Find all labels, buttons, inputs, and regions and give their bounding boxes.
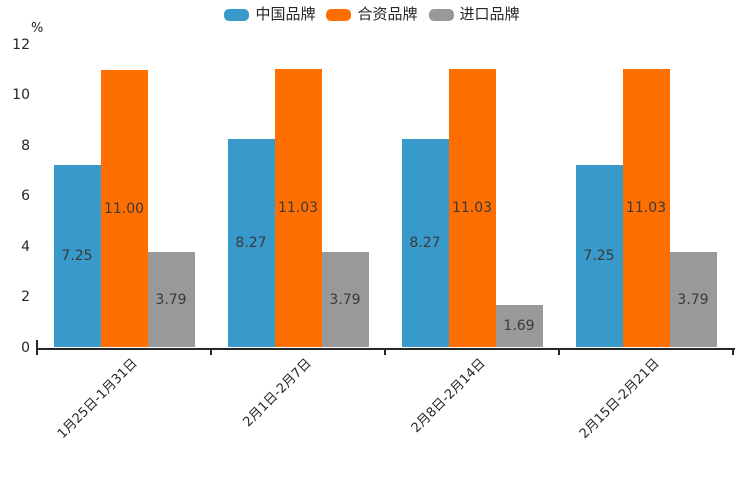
legend-item-import-brand: 进口品牌 <box>428 5 520 23</box>
x-axis-origin-tick <box>36 339 38 348</box>
x-axis-tick <box>384 349 386 355</box>
bar-series1-group2 <box>227 139 275 348</box>
bar-series1-group3 <box>401 139 449 348</box>
bar-series3-group4 <box>669 251 717 348</box>
bar-series2-group3 <box>448 69 496 348</box>
bar-value-label: 3.79 <box>155 291 187 308</box>
bar-value-label: 1.69 <box>503 318 535 335</box>
x-axis-category-label: 2月8日-2月14日 <box>408 355 489 436</box>
bar-value-label: 11.03 <box>451 200 493 217</box>
legend-label-import-brand: 进口品牌 <box>459 5 520 23</box>
bar-value-label: 7.25 <box>583 248 615 265</box>
y-tick-label: 6 <box>21 188 30 205</box>
bar-series2-group1 <box>100 70 148 348</box>
bar-value-label: 7.25 <box>61 248 93 265</box>
bar-series2-group4 <box>622 69 670 348</box>
y-tick-label: 4 <box>21 238 30 255</box>
bar-series1-group4 <box>575 164 623 348</box>
bar-series3-group1 <box>147 251 195 348</box>
x-axis-line <box>36 347 735 350</box>
legend-item-china-brand: 中国品牌 <box>224 7 315 22</box>
bar-value-label: 11.00 <box>103 200 145 217</box>
x-axis-tick <box>210 349 212 355</box>
x-axis-category-label: 2月1日-2月7日 <box>240 355 315 430</box>
x-axis-category-label: 2月15日-2月21日 <box>576 355 663 442</box>
legend-item-joint-venture-brand: 合资品牌 <box>326 5 418 23</box>
x-axis-tick <box>558 349 560 355</box>
x-axis-category-label: 1月25日-1月31日 <box>54 355 141 442</box>
bar-value-label: 11.03 <box>625 200 667 217</box>
y-tick-label: 8 <box>21 137 30 154</box>
y-axis-unit-label: % <box>31 21 44 36</box>
bar-series2-group2 <box>274 69 322 348</box>
legend-label-joint-venture-brand: 合资品牌 <box>357 5 418 23</box>
bar-series1-group1 <box>53 164 101 348</box>
y-tick-label: 10 <box>12 87 30 104</box>
bar-series3-group2 <box>321 251 369 348</box>
legend-label-china-brand: 中国品牌 <box>255 5 316 23</box>
x-axis-tick <box>732 349 734 355</box>
legend-swatch-china-brand <box>224 8 250 21</box>
bar-value-label: 8.27 <box>235 235 267 252</box>
bar-value-label: 3.79 <box>329 291 361 308</box>
y-tick-label: 2 <box>21 289 30 306</box>
y-tick-label: 12 <box>12 37 30 53</box>
bar-value-label: 11.03 <box>277 200 319 217</box>
legend-swatch-import-brand <box>428 8 454 21</box>
bar-series3-group3 <box>495 304 543 348</box>
bar-value-label: 3.79 <box>677 291 709 308</box>
x-axis-tick <box>36 349 38 355</box>
legend: 中国品牌 合资品牌 进口品牌 <box>0 7 744 22</box>
y-tick-label: 0 <box>21 339 30 356</box>
legend-swatch-joint-venture-brand <box>326 8 352 21</box>
bar-value-label: 8.27 <box>409 235 441 252</box>
